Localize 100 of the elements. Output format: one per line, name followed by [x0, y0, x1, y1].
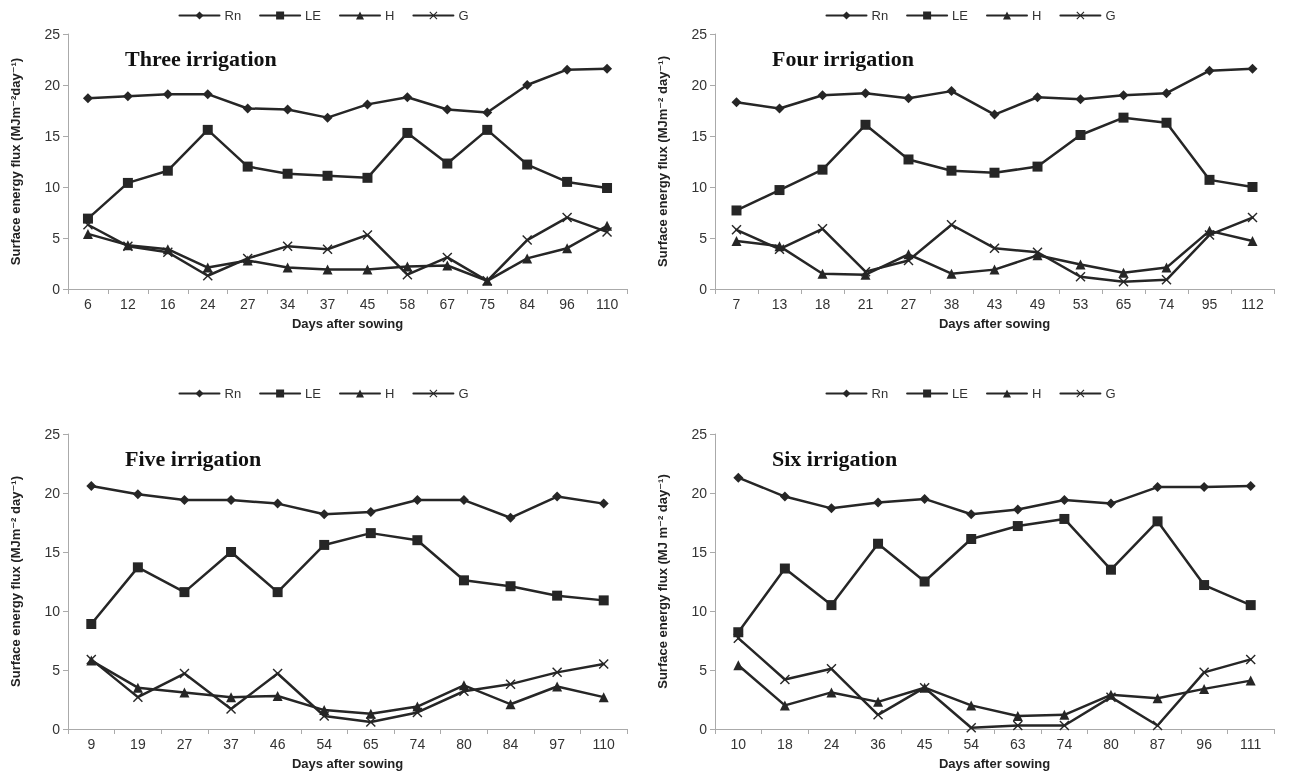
point	[226, 547, 237, 557]
point	[1059, 495, 1070, 506]
text: Five irrigation	[125, 445, 262, 471]
point	[1247, 212, 1258, 223]
x-tick-label: 24	[199, 296, 216, 312]
point	[362, 264, 373, 275]
point	[602, 183, 613, 194]
point	[132, 692, 143, 703]
point	[817, 268, 828, 279]
point	[272, 587, 283, 598]
point	[132, 489, 143, 500]
point	[505, 581, 516, 592]
text: Three irrigation	[125, 45, 277, 71]
x-tick-label: 65	[363, 736, 379, 752]
point	[319, 539, 330, 550]
y-tick-label: 10	[44, 603, 61, 619]
point	[1245, 600, 1256, 611]
point	[226, 495, 237, 506]
point	[779, 563, 790, 574]
point	[179, 668, 190, 679]
legend-label: G	[458, 8, 469, 23]
point	[826, 600, 837, 611]
point	[132, 682, 143, 693]
point	[946, 86, 957, 97]
point	[552, 491, 563, 502]
y-tick-label: 20	[44, 485, 61, 501]
y-tick-label: 25	[691, 426, 708, 442]
legend-label: H	[385, 8, 395, 23]
point	[322, 244, 333, 255]
point	[442, 104, 453, 115]
point	[598, 659, 609, 670]
x-tick-label: 6	[84, 296, 93, 312]
x-tick-label: 9	[87, 736, 96, 752]
point	[442, 260, 453, 271]
point	[1032, 92, 1043, 103]
point	[522, 253, 533, 264]
text: Six irrigation	[772, 445, 898, 471]
point	[1199, 683, 1210, 694]
y-tick-label: 15	[691, 544, 708, 560]
x-tick-label: 67	[439, 296, 456, 312]
point	[1118, 276, 1129, 287]
x-tick-label: 13	[771, 296, 788, 312]
point	[946, 219, 957, 230]
point	[602, 226, 613, 237]
point	[505, 679, 516, 690]
point	[873, 709, 884, 720]
point	[1075, 129, 1086, 140]
point	[779, 674, 790, 685]
point	[1032, 161, 1043, 172]
point	[86, 480, 97, 491]
x-tick-label: 74	[1056, 736, 1073, 752]
point	[242, 103, 253, 114]
point	[731, 97, 742, 108]
point	[817, 90, 828, 101]
point	[362, 229, 373, 240]
point	[179, 495, 190, 506]
point	[946, 268, 957, 279]
point	[482, 107, 493, 118]
y-tick-label: 25	[691, 26, 708, 42]
x-tick-label: 54	[963, 736, 980, 752]
point	[179, 687, 190, 698]
x-tick-label: 24	[823, 736, 840, 752]
x-tick-label: 58	[399, 296, 416, 312]
point	[365, 708, 376, 719]
point	[1245, 654, 1256, 665]
point	[86, 618, 97, 629]
point	[1059, 720, 1070, 731]
point	[552, 590, 563, 601]
x-tick-label: 18	[777, 736, 793, 752]
point	[1161, 262, 1172, 273]
point	[282, 168, 293, 179]
y-axis-title: Surface energy flux (MJm⁻²day⁻¹)	[8, 57, 23, 266]
x-tick-label: 80	[1103, 736, 1119, 752]
x-tick-label: 46	[269, 736, 286, 752]
x-tick-label: 21	[857, 296, 874, 312]
legend-label: LE	[952, 8, 969, 23]
point	[402, 261, 413, 272]
point	[522, 159, 533, 170]
point	[322, 170, 333, 181]
point	[562, 176, 573, 187]
x-tick-label: 80	[456, 736, 472, 752]
point	[1199, 667, 1210, 678]
x-tick-label: 16	[160, 296, 176, 312]
x-tick-label: 10	[730, 736, 747, 752]
text: Four irrigation	[772, 45, 914, 71]
x-tick-label: 87	[1149, 736, 1166, 752]
x-tick-label: 45	[359, 296, 376, 312]
point	[1059, 513, 1070, 524]
y-tick-label: 5	[52, 662, 61, 678]
point	[1245, 675, 1256, 686]
point	[989, 109, 1000, 120]
point	[733, 633, 744, 644]
x-tick-label: 84	[519, 296, 536, 312]
point	[826, 687, 837, 698]
point	[1118, 90, 1129, 101]
point	[1247, 236, 1258, 247]
legend-label: Rn	[224, 386, 242, 401]
point	[946, 165, 957, 176]
point	[365, 716, 376, 727]
point	[966, 700, 977, 711]
